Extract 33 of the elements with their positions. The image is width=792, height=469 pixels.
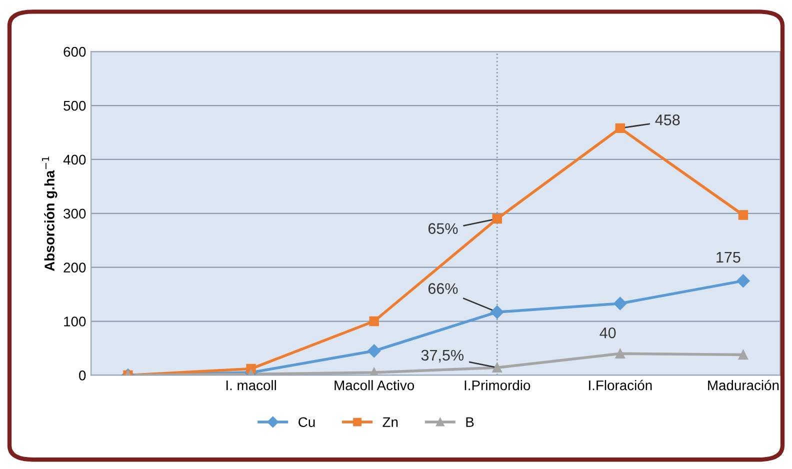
x-tick-label: Maduración bbox=[708, 380, 779, 390]
legend-label: B bbox=[466, 417, 474, 427]
x-tick-label: I.Primordio bbox=[464, 380, 530, 390]
point bbox=[492, 214, 502, 224]
x-tick-label: I. macoll bbox=[226, 380, 276, 390]
annotation: 65% bbox=[428, 223, 458, 234]
point bbox=[367, 344, 381, 358]
point bbox=[736, 274, 750, 288]
point bbox=[614, 296, 627, 310]
y-tick-label: 100 bbox=[64, 316, 86, 326]
point bbox=[738, 350, 748, 360]
legend-label: Zn bbox=[382, 417, 398, 427]
point bbox=[615, 123, 626, 134]
point bbox=[738, 210, 748, 220]
y-tick-label: 0 bbox=[79, 370, 86, 380]
annotation: 37,5% bbox=[421, 350, 464, 362]
point bbox=[492, 362, 502, 373]
x-tick-label: Macoll Activo bbox=[334, 380, 414, 390]
y-axis-title: Absorción g.ha$^{−1}$ bbox=[42, 156, 58, 272]
x-tick-label: I.Floración bbox=[589, 380, 652, 390]
annotation: 458 bbox=[655, 114, 680, 126]
y-tick-label: 200 bbox=[64, 262, 86, 272]
annotation: 40 bbox=[600, 327, 616, 338]
annotation: 66% bbox=[428, 283, 458, 294]
y-tick-label: 300 bbox=[64, 208, 86, 219]
legend-label: Cu bbox=[298, 417, 315, 428]
y-tick-label: 600 bbox=[64, 46, 86, 57]
point bbox=[490, 306, 504, 319]
point bbox=[615, 348, 626, 358]
point bbox=[369, 316, 379, 326]
y-tick-label: 400 bbox=[63, 154, 86, 165]
y-tick-label: 500 bbox=[64, 100, 86, 111]
annotation: 175 bbox=[716, 252, 740, 263]
